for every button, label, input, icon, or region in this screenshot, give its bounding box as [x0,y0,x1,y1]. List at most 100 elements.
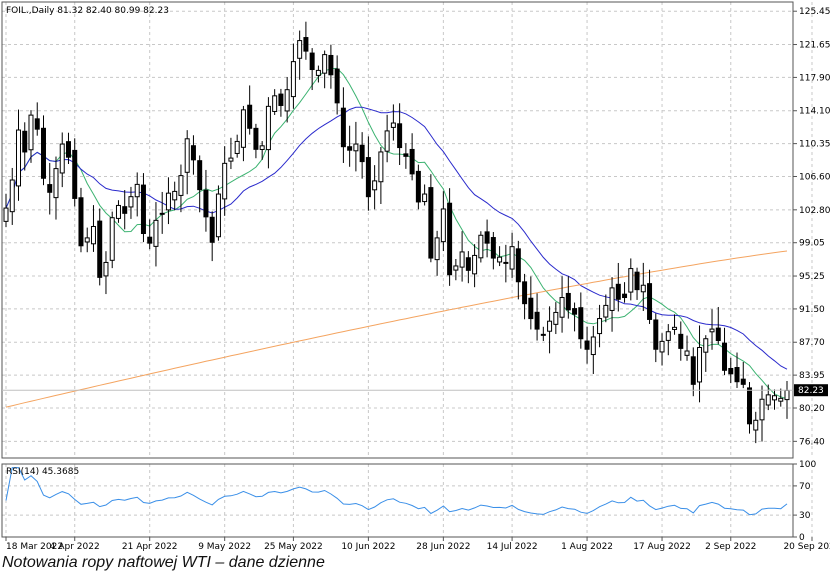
candle[interactable] [534,293,540,341]
candle[interactable] [722,327,728,376]
candle[interactable] [428,174,434,263]
candle-body-up[interactable] [259,145,265,150]
candle[interactable] [590,325,596,374]
candle[interactable] [53,156,59,220]
candle[interactable] [278,88,284,117]
chart-area[interactable]: 125.45 121.65 117.90 114.10 110.35 106.60 102.… [0,0,830,556]
candle-body-up[interactable] [640,284,646,293]
candle[interactable] [59,132,65,188]
candle[interactable] [90,205,96,252]
candle-body-down[interactable] [647,283,653,320]
candle-body-up[interactable] [109,217,115,261]
candle-body-up[interactable] [290,61,296,98]
candle-body-up[interactable] [609,287,615,311]
candle-body-up[interactable] [128,196,134,208]
candle-body-up[interactable] [59,143,65,174]
candle[interactable] [372,165,378,210]
candle-body-up[interactable] [353,143,359,152]
candle[interactable] [684,335,690,361]
candle-body-up[interactable] [540,333,546,336]
candle[interactable] [453,259,459,281]
candle-body-up[interactable] [284,89,290,112]
candle-body-up[interactable] [315,69,321,76]
candle-body-down[interactable] [403,153,409,157]
candle-body-down[interactable] [415,170,421,203]
candle-body-up[interactable] [3,207,9,222]
candle[interactable] [309,48,315,91]
candles[interactable] [3,21,790,444]
candle[interactable] [390,104,396,141]
candle-body-up[interactable] [390,122,396,128]
candle-body-down[interactable] [722,342,728,371]
candle-body-down[interactable] [203,189,209,218]
candle-body-down[interactable] [515,248,521,283]
candle-body-down[interactable] [247,104,253,129]
candle-body-up[interactable] [665,331,671,341]
candle-body-up[interactable] [753,419,759,431]
candle[interactable] [465,251,471,284]
candle-body-up[interactable] [590,336,596,356]
candle[interactable] [484,219,490,258]
candle-body-up[interactable] [272,95,278,112]
candle[interactable] [415,164,421,210]
candle[interactable] [528,276,534,330]
candle-body-up[interactable] [659,340,665,353]
candle-body-up[interactable] [684,350,690,356]
candle[interactable] [597,304,603,348]
candle[interactable] [222,146,228,216]
candle-body-down[interactable] [397,123,403,149]
candle[interactable] [184,130,190,195]
candle-body-down[interactable] [584,340,590,350]
candle-body-down[interactable] [78,197,84,247]
candle-body-down[interactable] [365,157,371,198]
candle-body-up[interactable] [172,190,178,201]
candle[interactable] [459,231,465,282]
candle[interactable] [134,172,140,217]
candle-body-down[interactable] [428,187,434,259]
candle[interactable] [634,267,640,300]
candle[interactable] [540,326,546,341]
candle-body-up[interactable] [709,328,715,333]
candle[interactable] [265,97,271,169]
candle[interactable] [778,388,784,407]
candle-body-up[interactable] [297,40,303,59]
candle-body-down[interactable] [634,271,640,291]
candle-body-down[interactable] [484,231,490,244]
candle[interactable] [284,76,290,123]
candle[interactable] [190,135,196,175]
candle-body-up[interactable] [322,54,328,74]
candle-body-down[interactable] [278,93,284,106]
candle[interactable] [297,30,303,80]
candle[interactable] [765,384,771,411]
candle[interactable] [84,227,90,253]
candle[interactable] [647,269,653,324]
candle-body-up[interactable] [115,204,121,219]
candle-body-up[interactable] [372,180,378,191]
candle[interactable] [247,85,253,135]
candle[interactable] [340,87,346,163]
candle[interactable] [203,169,209,232]
candle-body-down[interactable] [328,54,334,76]
candle-body-down[interactable] [678,333,684,349]
candle-body-up[interactable] [778,397,784,402]
candle[interactable] [97,208,103,286]
candle-body-up[interactable] [784,389,790,401]
candle[interactable] [578,292,584,349]
candle-body-up[interactable] [765,394,771,406]
candle-body-down[interactable] [465,257,471,271]
candle[interactable] [28,110,34,163]
candle-body-down[interactable] [728,367,734,375]
candle-body-up[interactable] [84,237,90,243]
candle[interactable] [303,21,309,60]
candle-body-down[interactable] [528,297,534,320]
candle[interactable] [103,251,109,295]
candle[interactable] [759,385,765,442]
candle[interactable] [334,55,340,115]
candle-body-up[interactable] [265,105,271,151]
candle[interactable] [653,313,659,363]
candle[interactable] [359,132,365,179]
candle-body-up[interactable] [178,175,184,196]
candle[interactable] [497,246,503,267]
candle[interactable] [115,200,121,223]
candle-body-down[interactable] [209,216,215,243]
